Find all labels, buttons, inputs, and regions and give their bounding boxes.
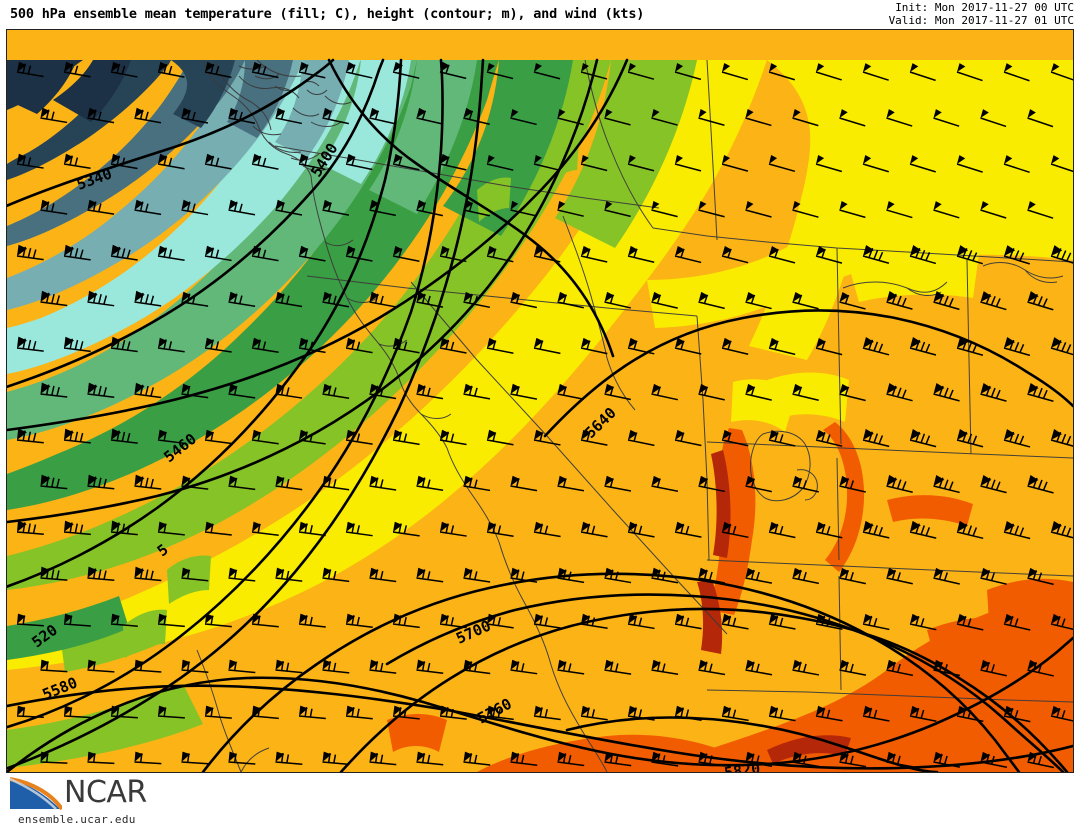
footer-bar: NCAR ensemble.ucar.edu −41−39−37−35−33−3… [0, 775, 1080, 831]
page-title: 500 hPa ensemble mean temperature (fill;… [10, 6, 645, 22]
init-time-label: Init: Mon 2017-11-27 00 UTC [895, 1, 1074, 14]
map-canvas: 5340 5400 5460 5520 5580 5640 5700 5760 … [7, 30, 1073, 772]
ncar-url-label: ensemble.ucar.edu [18, 813, 136, 826]
forecast-timestamp-block: Init: Mon 2017-11-27 00 UTC Valid: Mon 2… [889, 1, 1074, 27]
header-bar: 500 hPa ensemble mean temperature (fill;… [0, 0, 1080, 29]
ncar-wordmark: NCAR [64, 775, 147, 810]
ncar-logo-mark [9, 777, 62, 811]
map-panel[interactable]: 5340 5400 5460 5520 5580 5640 5700 5760 … [6, 29, 1074, 773]
ncar-logo[interactable]: NCAR ensemble.ucar.edu [4, 775, 176, 827]
valid-time-label: Valid: Mon 2017-11-27 01 UTC [888, 14, 1074, 27]
